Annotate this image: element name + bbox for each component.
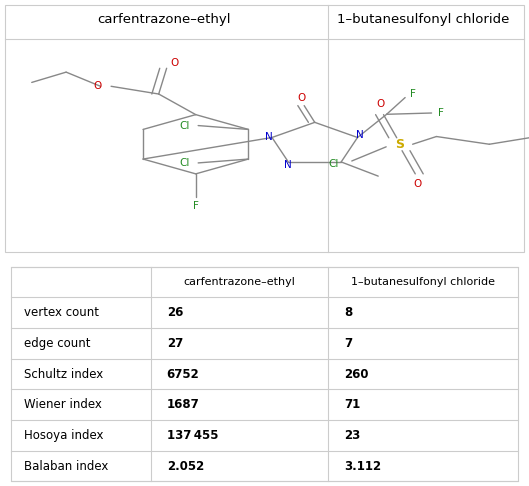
Text: F: F bbox=[193, 201, 199, 211]
Text: 23: 23 bbox=[344, 429, 360, 442]
Text: S: S bbox=[395, 138, 404, 151]
Text: 137 455: 137 455 bbox=[167, 429, 218, 442]
Text: Wiener index: Wiener index bbox=[24, 398, 102, 411]
Text: Cl: Cl bbox=[180, 121, 190, 131]
Text: O: O bbox=[170, 58, 179, 68]
Text: 6752: 6752 bbox=[167, 367, 199, 381]
Text: O: O bbox=[377, 99, 385, 109]
Text: Cl: Cl bbox=[180, 158, 190, 168]
Text: 1–butanesulfonyl chloride: 1–butanesulfonyl chloride bbox=[337, 13, 509, 26]
Text: F: F bbox=[410, 88, 416, 99]
Text: 71: 71 bbox=[344, 398, 360, 411]
Text: carfentrazone–ethyl: carfentrazone–ethyl bbox=[97, 13, 231, 26]
Text: N: N bbox=[285, 159, 292, 170]
Text: carfentrazone–ethyl: carfentrazone–ethyl bbox=[184, 277, 295, 287]
Text: 1687: 1687 bbox=[167, 398, 199, 411]
Text: edge count: edge count bbox=[24, 337, 90, 350]
Text: 2.052: 2.052 bbox=[167, 460, 204, 472]
Text: O: O bbox=[297, 93, 306, 103]
Text: 27: 27 bbox=[167, 337, 183, 350]
Text: Cl: Cl bbox=[328, 158, 339, 169]
Text: O: O bbox=[94, 81, 102, 91]
Text: 260: 260 bbox=[344, 367, 368, 381]
Text: 26: 26 bbox=[167, 306, 183, 319]
Text: vertex count: vertex count bbox=[24, 306, 99, 319]
Text: 8: 8 bbox=[344, 306, 352, 319]
Text: F: F bbox=[438, 108, 444, 118]
Text: 1–butanesulfonyl chloride: 1–butanesulfonyl chloride bbox=[351, 277, 495, 287]
Text: 7: 7 bbox=[344, 337, 352, 350]
Text: 3.112: 3.112 bbox=[344, 460, 381, 472]
Text: N: N bbox=[266, 133, 273, 142]
Text: O: O bbox=[414, 179, 422, 189]
Text: Balaban index: Balaban index bbox=[24, 460, 108, 472]
Text: Hosoya index: Hosoya index bbox=[24, 429, 103, 442]
Text: Schultz index: Schultz index bbox=[24, 367, 103, 381]
Text: N: N bbox=[357, 130, 364, 140]
